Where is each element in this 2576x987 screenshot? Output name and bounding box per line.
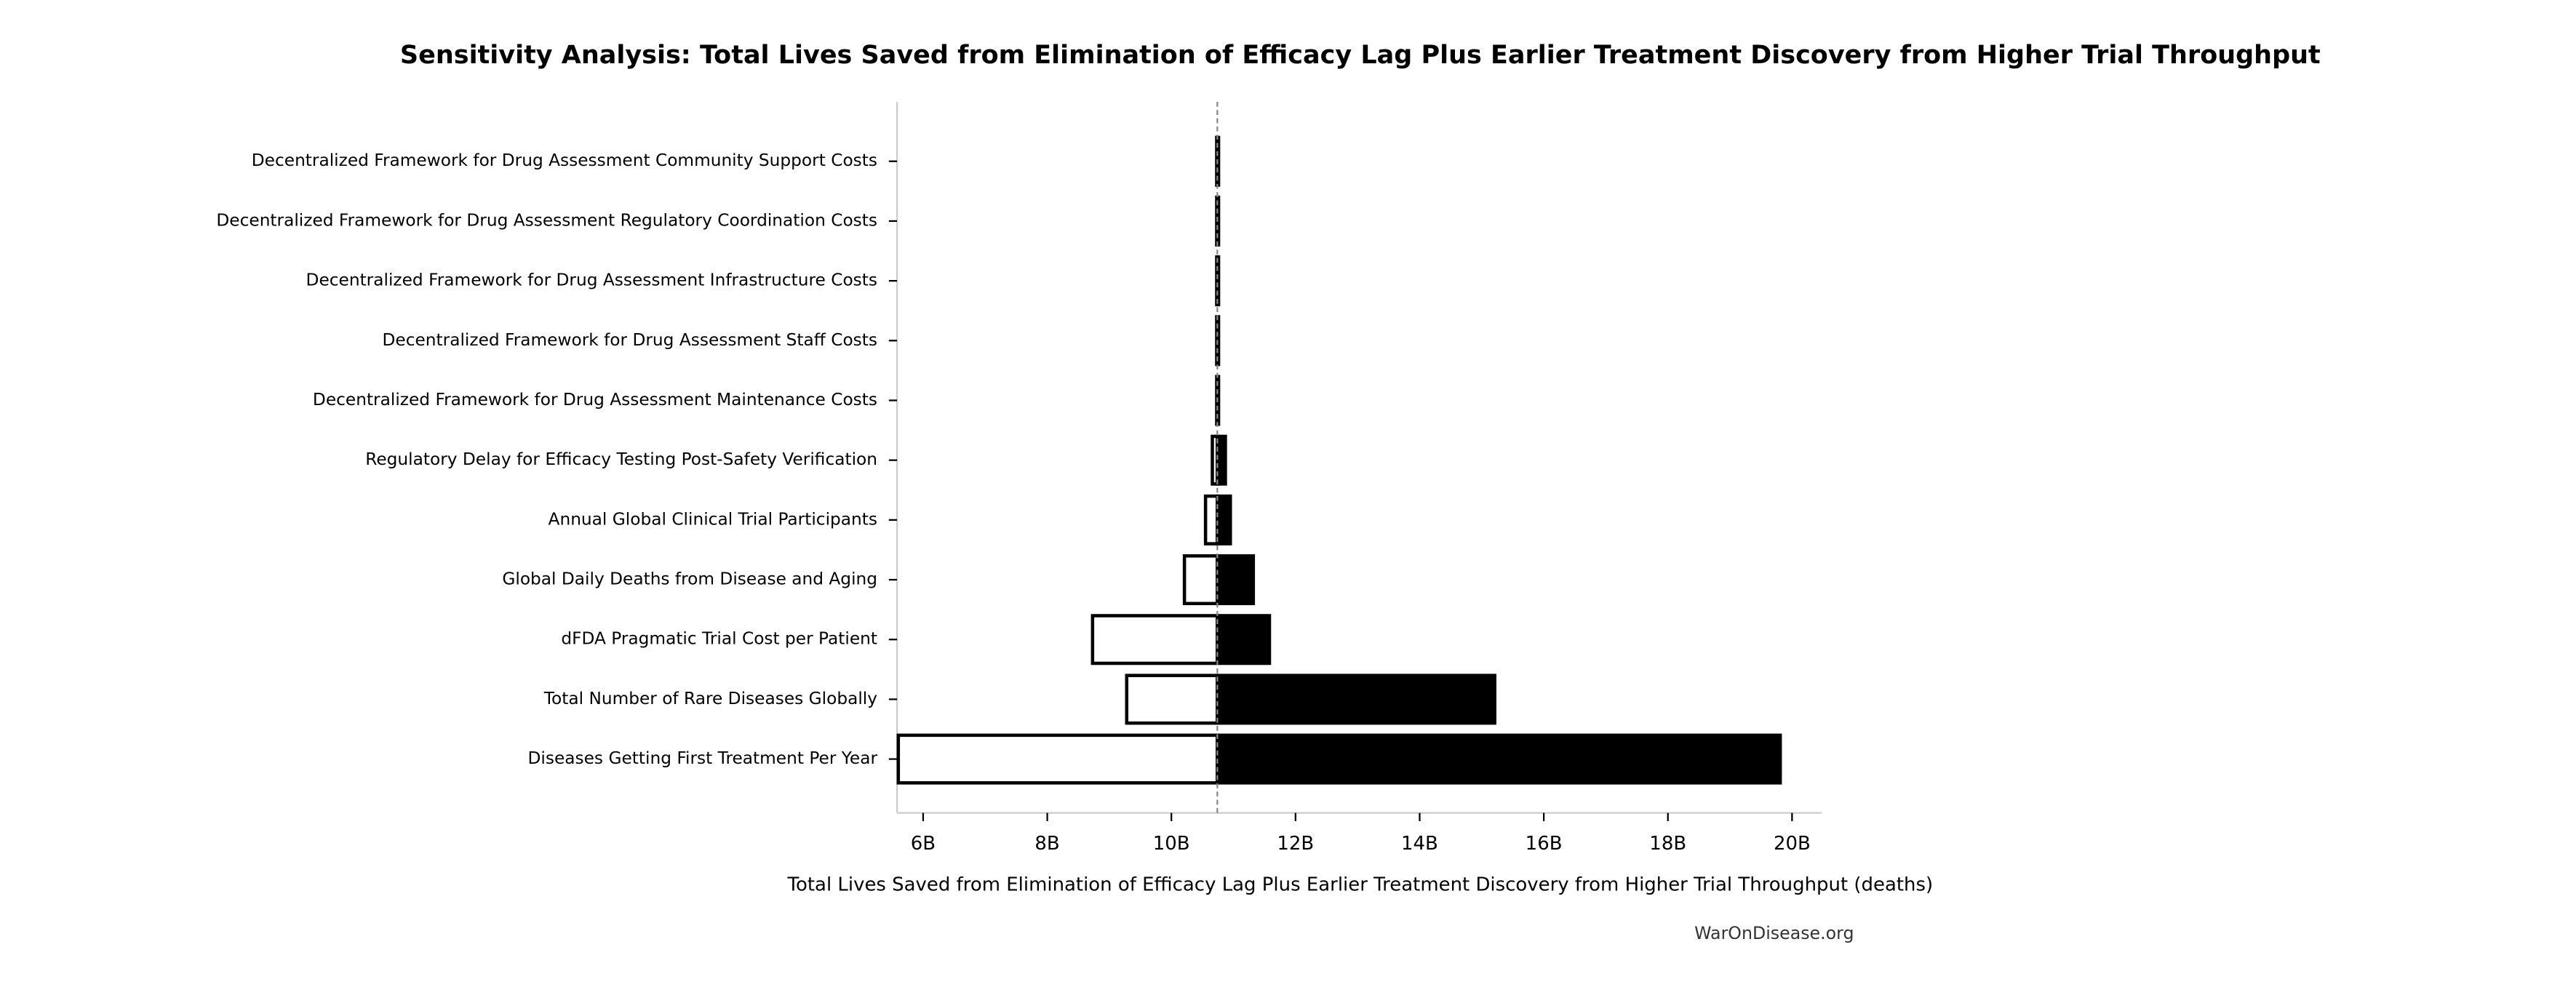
source: WarOnDisease.org: [1694, 923, 1854, 943]
x-tick-label: 20B: [1774, 833, 1811, 855]
high-bar: [1216, 554, 1256, 606]
y-tick-label: Decentralized Framework for Drug Assessm…: [216, 210, 877, 230]
y-tick-label: Decentralized Framework for Drug Assessm…: [313, 390, 877, 409]
x-tick-label: 10B: [1153, 833, 1190, 855]
y-tick-label: Decentralized Framework for Drug Assessm…: [252, 151, 877, 170]
high-bar: [1216, 614, 1272, 666]
high-bar: [1216, 674, 1496, 725]
x-tick-label: 6B: [911, 833, 936, 855]
x-tick-label: 18B: [1649, 833, 1686, 855]
chart-title: Sensitivity Analysis: Total Lives Saved …: [400, 41, 2321, 70]
y-tick-label: Global Daily Deaths from Disease and Agi…: [502, 570, 877, 589]
low-bar: [1090, 614, 1219, 666]
low-bar: [1125, 674, 1219, 725]
x-axis-label: Total Lives Saved from Elimination of Ef…: [787, 874, 1934, 896]
low-bar: [1203, 494, 1219, 546]
high-bar: [1216, 494, 1232, 546]
x-tick-label: 16B: [1526, 833, 1563, 855]
y-tick-label: Decentralized Framework for Drug Assessm…: [382, 330, 877, 350]
low-bar: [896, 733, 1219, 785]
x-tick-label: 14B: [1401, 833, 1438, 855]
high-bar: [1216, 434, 1227, 486]
y-tick-label: Total Number of Rare Diseases Globally: [543, 689, 877, 708]
y-tick-label: dFDA Pragmatic Trial Cost per Patient: [561, 629, 877, 649]
y-tick-label: Regulatory Delay for Efficacy Testing Po…: [365, 449, 877, 469]
y-tick-label: Diseases Getting First Treatment Per Yea…: [527, 748, 877, 768]
low-bar: [1182, 554, 1219, 606]
high-bar: [1216, 733, 1782, 785]
x-tick-label: 12B: [1277, 833, 1314, 855]
high-bar: [1216, 255, 1221, 307]
x-tick-label: 8B: [1034, 833, 1059, 855]
y-tick-label: Annual Global Clinical Trial Participant…: [549, 509, 877, 529]
y-tick-label: Decentralized Framework for Drug Assessm…: [306, 271, 877, 290]
